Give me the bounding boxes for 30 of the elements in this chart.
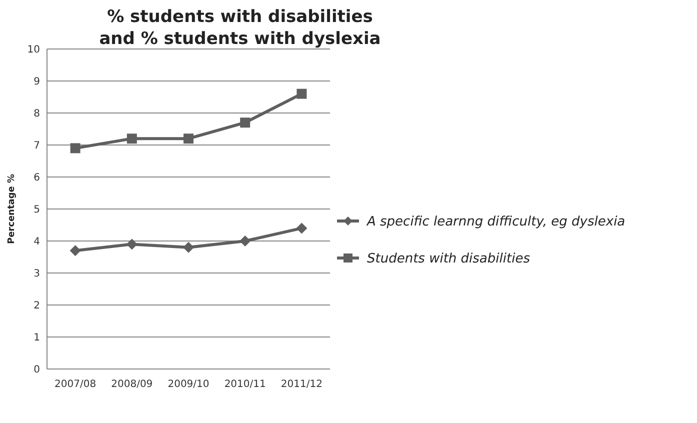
point: [70, 245, 81, 256]
y-tick-label: 7: [34, 140, 40, 152]
point: [126, 238, 138, 250]
y-axis-title: Percentage %: [7, 174, 17, 244]
x-tick-label: 2010/11: [224, 379, 266, 390]
x-tick-label: 2007/08: [54, 379, 96, 390]
point: [183, 242, 194, 253]
y-tick-label: 2: [34, 300, 40, 312]
point: [240, 118, 250, 128]
legend-label: A specific learnng difficulty, eg dyslexia: [366, 214, 626, 230]
point: [240, 236, 251, 246]
x-tick-label: 2009/10: [168, 379, 210, 390]
x-tick-label: 2008/09: [111, 379, 153, 390]
y-tick-label: 4: [34, 236, 40, 248]
y-tick-label: 3: [34, 268, 40, 280]
legend-label: Students with disabilities: [367, 252, 530, 267]
y-tick-label: 9: [34, 76, 40, 88]
y-tick-label: 6: [34, 172, 40, 184]
y-tick-label: 5: [34, 204, 40, 216]
y-tick-label: 0: [34, 364, 40, 376]
y-tick-label: 8: [34, 108, 40, 120]
point: [126, 134, 137, 144]
y-tick-label: 10: [27, 44, 40, 56]
point: [296, 222, 308, 234]
point: [296, 88, 307, 99]
y-tick-label: 1: [34, 332, 40, 344]
point: [70, 143, 80, 154]
chart-title: % students with disabilities and % students with dyslexia: [99, 7, 381, 49]
x-tick-label: 2011/12: [280, 379, 322, 390]
point: [184, 134, 194, 144]
